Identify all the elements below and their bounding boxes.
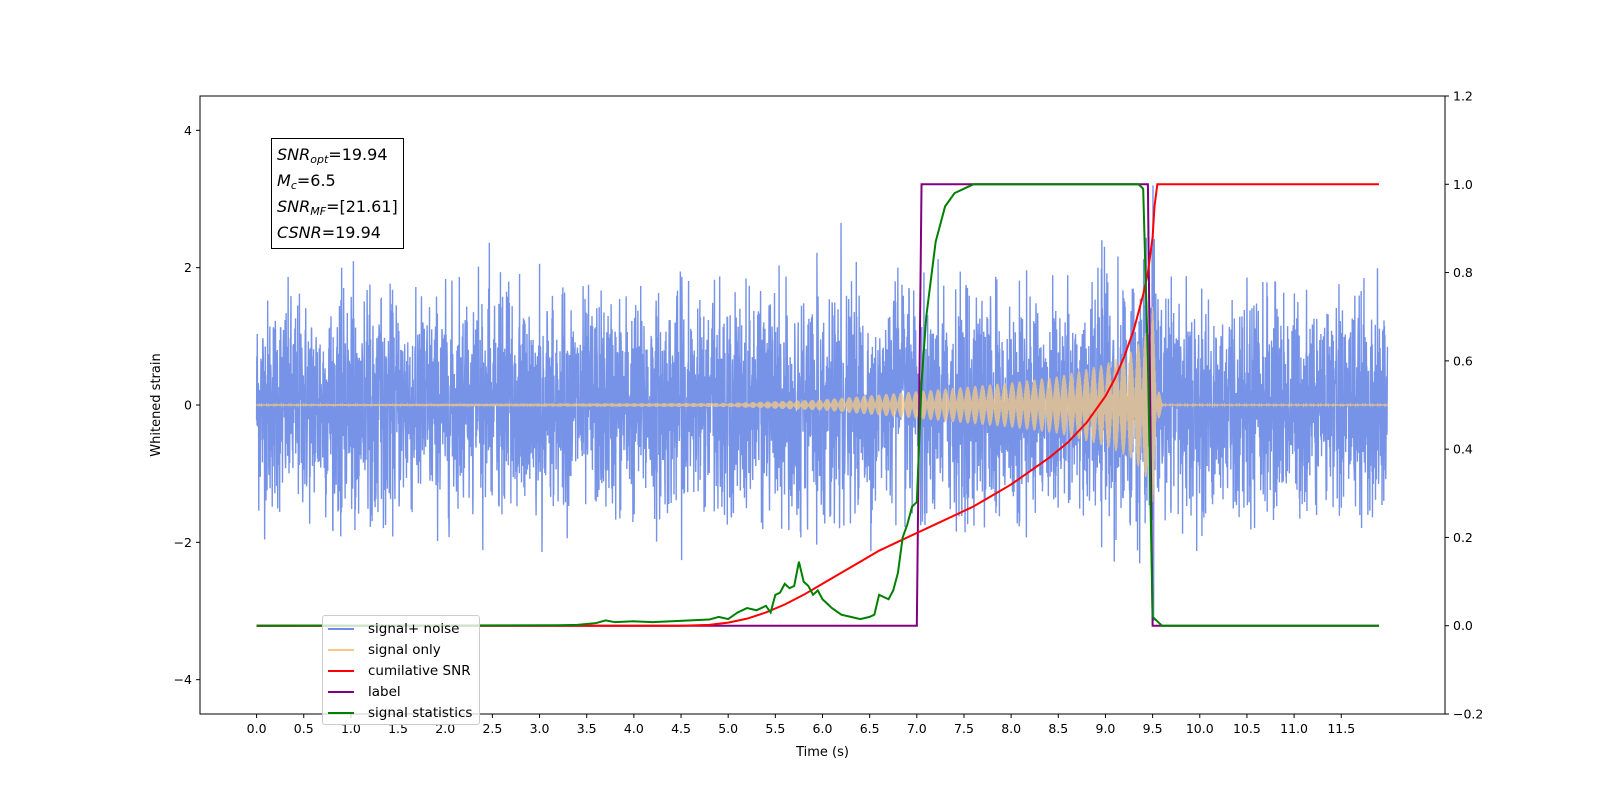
right-axis-series xyxy=(256,183,1379,627)
x-axis-label: Time (s) xyxy=(795,745,849,760)
y2-tick-label: 1.2 xyxy=(1453,89,1473,104)
x-tick-label: 0.0 xyxy=(247,721,267,736)
y2-tick-label: 0.8 xyxy=(1453,265,1473,280)
y-axis-label: Whitened strain xyxy=(149,353,164,456)
y2-tick-label: 0.6 xyxy=(1453,353,1473,368)
series-signal-only xyxy=(255,307,1389,502)
snr-mf-line: SNRMF=[21.61] xyxy=(277,197,398,218)
legend-item-cumulative-snr: cumilative SNR xyxy=(323,661,471,681)
x-tick-label: 9.5 xyxy=(1143,721,1163,736)
y-tick-label: −2 xyxy=(174,535,192,550)
legend: signal+ noise signal only cumilative SNR… xyxy=(322,615,480,725)
y2-tick-label: 0.0 xyxy=(1453,618,1473,633)
x-tick-label: 8.0 xyxy=(1001,721,1021,736)
legend-item-label: label xyxy=(323,682,401,702)
signal-noise-line xyxy=(255,185,1389,622)
x-tick-label: 4.5 xyxy=(671,721,691,736)
y2-tick-label: 0.4 xyxy=(1453,442,1473,457)
y2-tick-label: 1.0 xyxy=(1453,177,1473,192)
x-tick-label: 7.0 xyxy=(907,721,927,736)
x-tick-label: 3.5 xyxy=(577,721,597,736)
legend-label: signal statistics xyxy=(368,705,473,721)
x-tick-label: 6.5 xyxy=(860,721,880,736)
x-tick-label: 11.5 xyxy=(1327,721,1355,736)
legend-swatch xyxy=(328,670,354,672)
legend-swatch xyxy=(328,691,354,693)
y-tick-label: 0 xyxy=(184,398,192,413)
y-tick-label: 4 xyxy=(184,123,192,138)
signal-statistics-line xyxy=(256,183,1379,627)
legend-label: cumilative SNR xyxy=(368,663,471,679)
x-tick-label: 10.0 xyxy=(1186,721,1214,736)
y2-tick-label: −0.2 xyxy=(1453,707,1483,722)
legend-swatch xyxy=(328,712,354,714)
x-tick-label: 0.5 xyxy=(294,721,314,736)
y-axis-left: −4 −2 0 2 4 xyxy=(174,123,200,687)
csnr-value: =19.94 xyxy=(321,223,381,242)
y-axis-right: −0.2 0.0 0.2 0.4 0.6 0.8 1.0 1.2 xyxy=(1445,89,1483,722)
csnr-line: CSNR=19.94 xyxy=(277,223,381,242)
x-tick-label: 5.0 xyxy=(718,721,738,736)
legend-item-signal-noise: signal+ noise xyxy=(323,619,459,639)
snr-opt-line: SNRopt=19.94 xyxy=(277,145,388,166)
x-tick-label: 5.5 xyxy=(765,721,785,736)
y2-tick-label: 0.2 xyxy=(1453,530,1473,545)
x-tick-label: 4.0 xyxy=(624,721,644,736)
x-tick-label: 8.5 xyxy=(1048,721,1068,736)
legend-item-signal-statistics: signal statistics xyxy=(323,703,472,723)
legend-swatch xyxy=(328,628,354,630)
x-tick-label: 11.0 xyxy=(1280,721,1308,736)
series-signal-noise xyxy=(255,185,1389,622)
signal-only-line xyxy=(255,307,1389,502)
x-tick-label: 3.0 xyxy=(530,721,550,736)
snr-mf-value: =[21.61] xyxy=(326,197,398,216)
legend-label: label xyxy=(368,684,401,700)
mc-line: Mc=6.5 xyxy=(277,171,336,192)
snr-opt-value: =19.94 xyxy=(328,145,388,164)
legend-label: signal only xyxy=(368,642,441,658)
x-tick-label: 2.5 xyxy=(482,721,502,736)
y-tick-label: 2 xyxy=(184,260,192,275)
legend-label: signal+ noise xyxy=(368,621,460,637)
mc-value: =6.5 xyxy=(296,171,336,190)
x-tick-label: 7.5 xyxy=(954,721,974,736)
y-tick-label: −4 xyxy=(174,672,192,687)
legend-swatch xyxy=(328,649,354,651)
legend-item-signal-only: signal only xyxy=(323,640,441,660)
x-tick-label: 10.5 xyxy=(1233,721,1261,736)
x-tick-label: 6.0 xyxy=(813,721,833,736)
x-tick-label: 9.0 xyxy=(1096,721,1116,736)
snr-annotation-box: SNRopt=19.94 Mc=6.5 SNRMF=[21.61] CSNR=1… xyxy=(271,138,404,249)
